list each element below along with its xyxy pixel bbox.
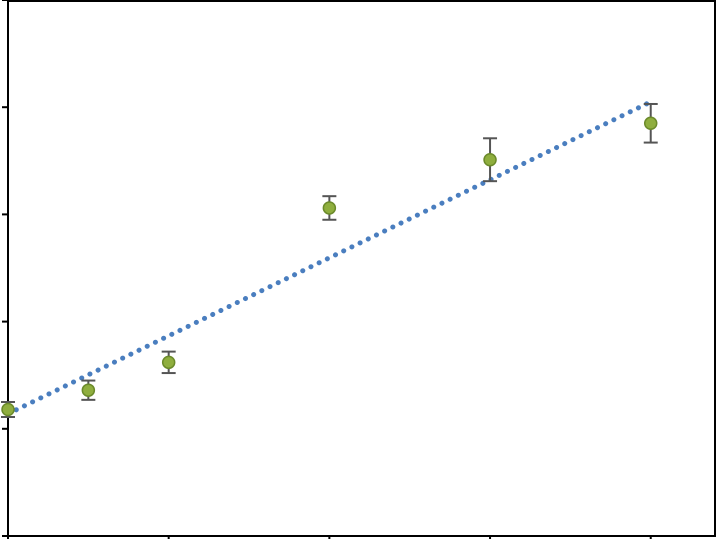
data-point-5 xyxy=(643,116,658,131)
trendline xyxy=(5,99,654,417)
data-point-4 xyxy=(483,152,497,167)
data-point-0 xyxy=(1,402,15,417)
data-point-1 xyxy=(81,383,96,397)
data-point-2 xyxy=(161,355,176,370)
data-point-3 xyxy=(322,201,337,215)
points-group xyxy=(1,116,658,417)
trendline-group xyxy=(5,99,654,417)
plot-frame xyxy=(7,0,716,537)
